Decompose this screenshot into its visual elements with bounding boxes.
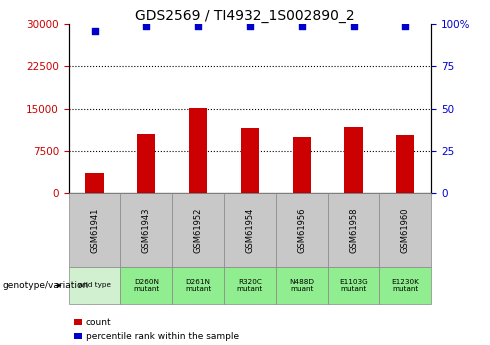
Point <box>298 23 306 29</box>
Text: genotype/variation: genotype/variation <box>2 281 89 290</box>
Text: N488D
muant: N488D muant <box>289 279 314 292</box>
Text: percentile rank within the sample: percentile rank within the sample <box>86 332 239 341</box>
Text: E1230K
mutant: E1230K mutant <box>392 279 419 292</box>
Point <box>143 23 150 29</box>
Text: wild type: wild type <box>78 283 111 288</box>
Bar <box>85 174 103 193</box>
Text: GSM61952: GSM61952 <box>194 208 202 253</box>
Point <box>194 23 202 29</box>
Text: GSM61941: GSM61941 <box>90 208 99 253</box>
Text: D260N
mutant: D260N mutant <box>133 279 159 292</box>
Text: D261N
mutant: D261N mutant <box>185 279 211 292</box>
Text: GSM61954: GSM61954 <box>245 208 254 253</box>
Text: GSM61956: GSM61956 <box>297 208 306 253</box>
Text: R320C
mutant: R320C mutant <box>237 279 263 292</box>
Bar <box>293 137 311 193</box>
Bar <box>344 127 363 193</box>
Text: GDS2569 / TI4932_1S002890_2: GDS2569 / TI4932_1S002890_2 <box>135 9 355 23</box>
Point <box>401 23 409 29</box>
Text: GSM61960: GSM61960 <box>401 208 410 253</box>
Point <box>349 23 357 29</box>
Bar <box>189 108 207 193</box>
Bar <box>137 134 155 193</box>
Text: count: count <box>86 318 111 327</box>
Text: E1103G
mutant: E1103G mutant <box>339 279 368 292</box>
Text: GSM61943: GSM61943 <box>142 208 151 253</box>
Point <box>246 23 254 29</box>
Point <box>91 28 98 34</box>
Bar <box>241 128 259 193</box>
Bar <box>396 135 415 193</box>
Text: GSM61958: GSM61958 <box>349 208 358 253</box>
